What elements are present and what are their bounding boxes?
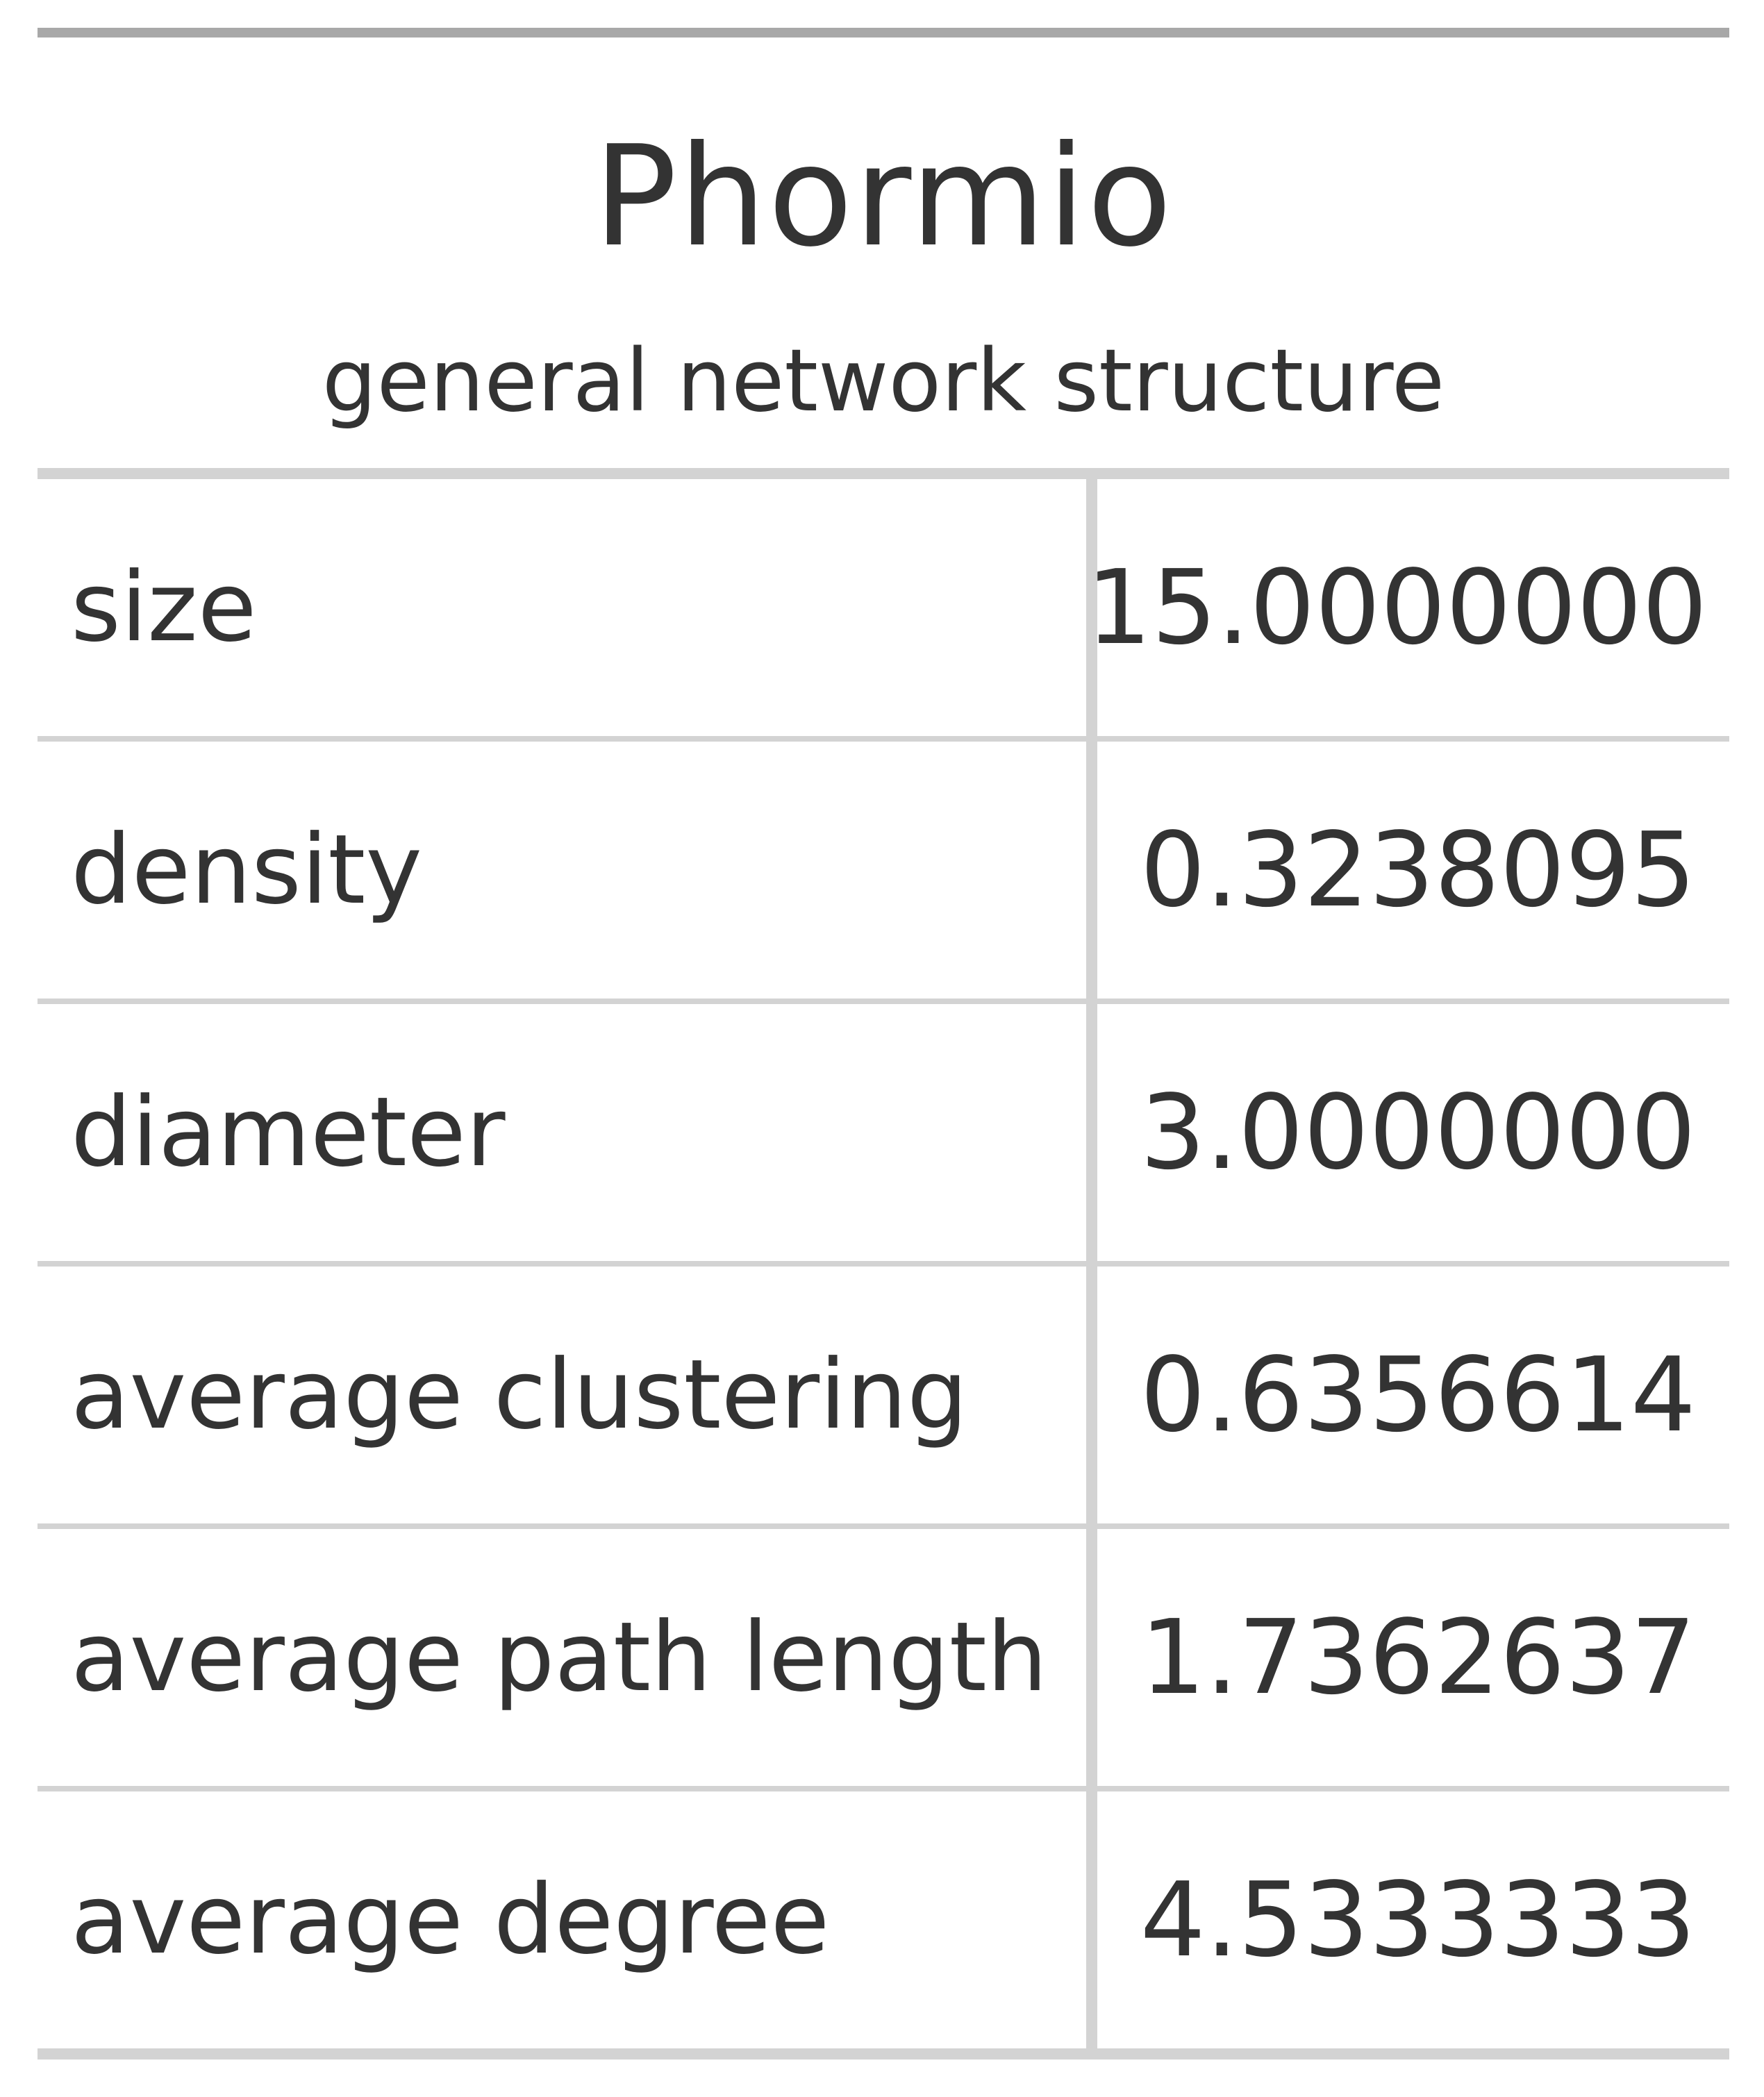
table-row: density 0.3238095 <box>38 742 1729 999</box>
row-label: diameter <box>71 1076 506 1188</box>
table-body: size 15.0000000 density 0.3238095 diamet… <box>38 479 1729 2048</box>
row-label: average degree <box>71 1864 830 1975</box>
heading-border <box>38 468 1729 479</box>
row-divider <box>38 999 1729 1004</box>
network-stats-table: Phormio general network structure size 1… <box>38 28 1729 2060</box>
table-row: size 15.0000000 <box>38 479 1729 736</box>
row-divider <box>38 1786 1729 1791</box>
row-divider <box>38 1261 1729 1267</box>
row-value: 3.0000000 <box>1140 1073 1696 1192</box>
table-row: average degree 4.5333333 <box>38 1791 1729 2048</box>
row-value: 1.7362637 <box>1140 1598 1696 1716</box>
row-value: 4.5333333 <box>1140 1861 1696 1979</box>
column-divider <box>1086 479 1097 2048</box>
row-label: average path length <box>71 1601 1048 1713</box>
table-title: Phormio <box>593 116 1174 278</box>
row-divider <box>38 1523 1729 1529</box>
row-label: density <box>71 814 422 926</box>
table-row: diameter 3.0000000 <box>38 1004 1729 1261</box>
row-value: 0.3238095 <box>1140 811 1696 929</box>
table-heading: Phormio general network structure <box>38 37 1729 468</box>
row-value: 15.0000000 <box>1086 549 1708 667</box>
row-label: average clustering <box>71 1339 968 1451</box>
bottom-border <box>38 2048 1729 2060</box>
row-divider <box>38 736 1729 742</box>
table-row: average path length 1.7362637 <box>38 1529 1729 1786</box>
row-label: size <box>71 551 257 663</box>
row-value: 0.6356614 <box>1140 1336 1696 1454</box>
table-row: average clustering 0.6356614 <box>38 1267 1729 1523</box>
table-subtitle: general network structure <box>322 331 1445 431</box>
top-border <box>38 28 1729 37</box>
